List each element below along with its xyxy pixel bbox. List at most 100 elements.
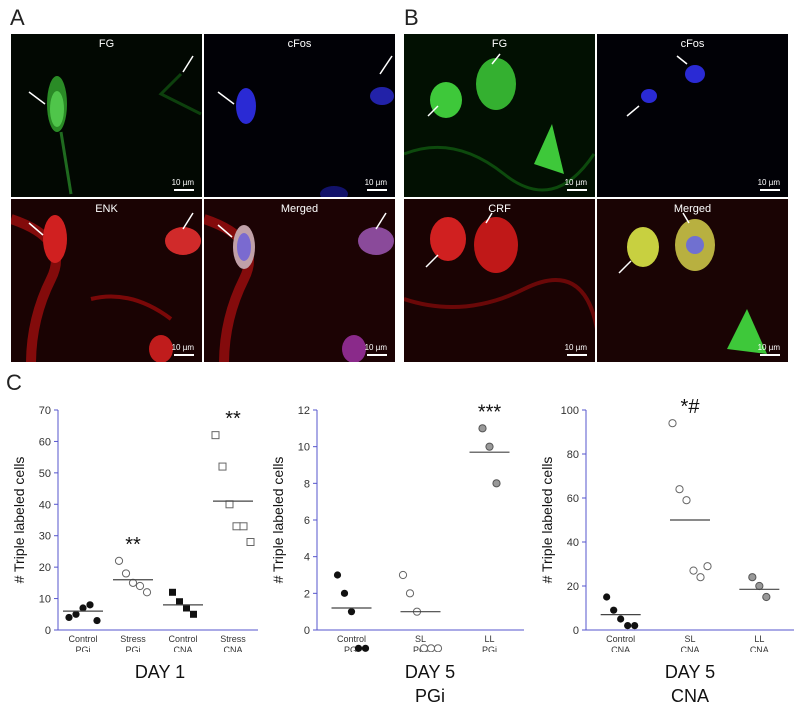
y-tick-label: 20 xyxy=(39,562,51,574)
data-point xyxy=(93,616,101,625)
significance-label: *# xyxy=(681,396,701,418)
data-point xyxy=(361,644,370,652)
data-point xyxy=(426,644,436,653)
chart-title-day5-pgi: DAY 5 PGi xyxy=(330,660,530,708)
data-point xyxy=(183,604,190,612)
x-tick-label: PGi xyxy=(482,645,497,652)
scale-label: 10 µm xyxy=(757,343,780,352)
y-tick-label: 0 xyxy=(573,625,579,637)
chart-day5-cna-plot: 0 20 40 60 80 100 # Triple labeled cells Contro… xyxy=(539,396,794,655)
data-point xyxy=(65,613,73,622)
y-tick-label: 40 xyxy=(567,537,579,549)
data-point xyxy=(755,581,764,591)
significance-label: *** xyxy=(478,401,502,423)
data-point xyxy=(485,442,494,451)
data-point xyxy=(617,615,625,623)
data-point xyxy=(610,606,618,614)
scale-label: 10 µm xyxy=(364,343,387,352)
data-point xyxy=(218,462,227,471)
y-tick-label: 80 xyxy=(567,449,579,461)
chart-day1-plot: 0 10 20 30 40 50 60 70 # Triple labeled cells Con… xyxy=(11,405,258,655)
scale-bar xyxy=(174,189,194,191)
y-tick-label: 60 xyxy=(567,493,579,505)
data-point xyxy=(246,538,255,546)
x-tick-label: LL xyxy=(484,634,494,644)
y-axis-label: # Triple labeled cells xyxy=(270,457,286,584)
tile-label: FG xyxy=(491,38,508,50)
micrograph-a-enk: ENK 10 µm xyxy=(10,198,203,363)
scale-bar xyxy=(567,189,587,191)
data-point xyxy=(762,592,771,602)
data-point xyxy=(478,424,487,433)
y-tick-label: 20 xyxy=(567,581,579,593)
enk-image xyxy=(11,212,201,362)
tile-label: Merged xyxy=(280,203,319,215)
data-point xyxy=(631,622,639,630)
data-point xyxy=(333,571,342,579)
data-point xyxy=(603,593,611,601)
panel-letter-b: B xyxy=(404,5,419,30)
data-point xyxy=(748,573,757,582)
x-tick-label: Control xyxy=(68,634,97,644)
data-point xyxy=(405,589,415,598)
x-tick-label: Control xyxy=(606,634,635,644)
data-point xyxy=(354,644,363,652)
micrograph-b-cfos: cFos 10 µm xyxy=(596,33,789,198)
cfos-nucleus-image xyxy=(217,55,394,197)
y-tick-label: 0 xyxy=(304,625,310,637)
fg-neuron-image xyxy=(404,53,595,192)
x-tick-label: PGi xyxy=(75,645,90,652)
data-point xyxy=(176,598,183,606)
data-point xyxy=(190,610,197,618)
scale-label: 10 µm xyxy=(757,178,780,187)
data-point xyxy=(624,622,632,630)
scale-bar xyxy=(367,354,387,356)
y-tick-label: 40 xyxy=(39,499,51,511)
data-point xyxy=(419,644,429,653)
x-tick-label: SL xyxy=(684,634,695,644)
data-point xyxy=(79,604,87,612)
cfos-nucleus-image xyxy=(626,55,705,117)
data-point xyxy=(398,570,408,580)
x-tick-label: LL xyxy=(754,634,764,644)
tile-label: ENK xyxy=(95,203,118,215)
y-tick-label: 60 xyxy=(39,436,51,448)
significance-label: ** xyxy=(125,534,141,556)
x-tick-label: Stress xyxy=(220,634,246,644)
chart-title-day5-cna: DAY 5 CNA xyxy=(590,660,790,708)
chart-subtitle: PGi xyxy=(414,686,445,706)
panel-letter-a: A xyxy=(10,5,25,30)
data-point xyxy=(72,610,80,618)
data-point xyxy=(492,479,501,488)
tile-label: Merged xyxy=(673,203,712,215)
x-tick-label: PGi xyxy=(125,645,140,652)
merged-image xyxy=(618,212,767,354)
x-tick-label: CNA xyxy=(223,645,242,652)
scale-label: 10 µm xyxy=(171,178,194,187)
data-point xyxy=(682,496,691,505)
y-tick-label: 10 xyxy=(39,594,51,606)
tile-label: cFos xyxy=(287,38,312,50)
data-point xyxy=(675,485,684,494)
data-point xyxy=(142,588,152,597)
scale-label: 10 µm xyxy=(171,343,194,352)
x-tick-label: PGi xyxy=(344,645,359,652)
micrograph-a-fg: FG 10 µm xyxy=(10,33,203,198)
panel-letter-c: C xyxy=(6,370,22,395)
y-tick-label: 70 xyxy=(39,405,51,417)
data-point xyxy=(86,601,94,609)
x-tick-label: CNA xyxy=(680,645,699,652)
micrograph-b-merged: Merged 10 µm xyxy=(596,198,789,363)
tile-label: cFos xyxy=(680,38,705,50)
y-tick-label: 100 xyxy=(561,405,579,417)
scale-label: 10 µm xyxy=(564,343,587,352)
scale-bar xyxy=(367,189,387,191)
x-tick-label: Stress xyxy=(120,634,146,644)
y-tick-label: 12 xyxy=(298,405,310,417)
data-point xyxy=(135,581,145,591)
data-point xyxy=(703,562,712,571)
merged-image xyxy=(204,212,394,362)
data-point xyxy=(347,608,356,616)
scale-bar xyxy=(760,189,780,191)
